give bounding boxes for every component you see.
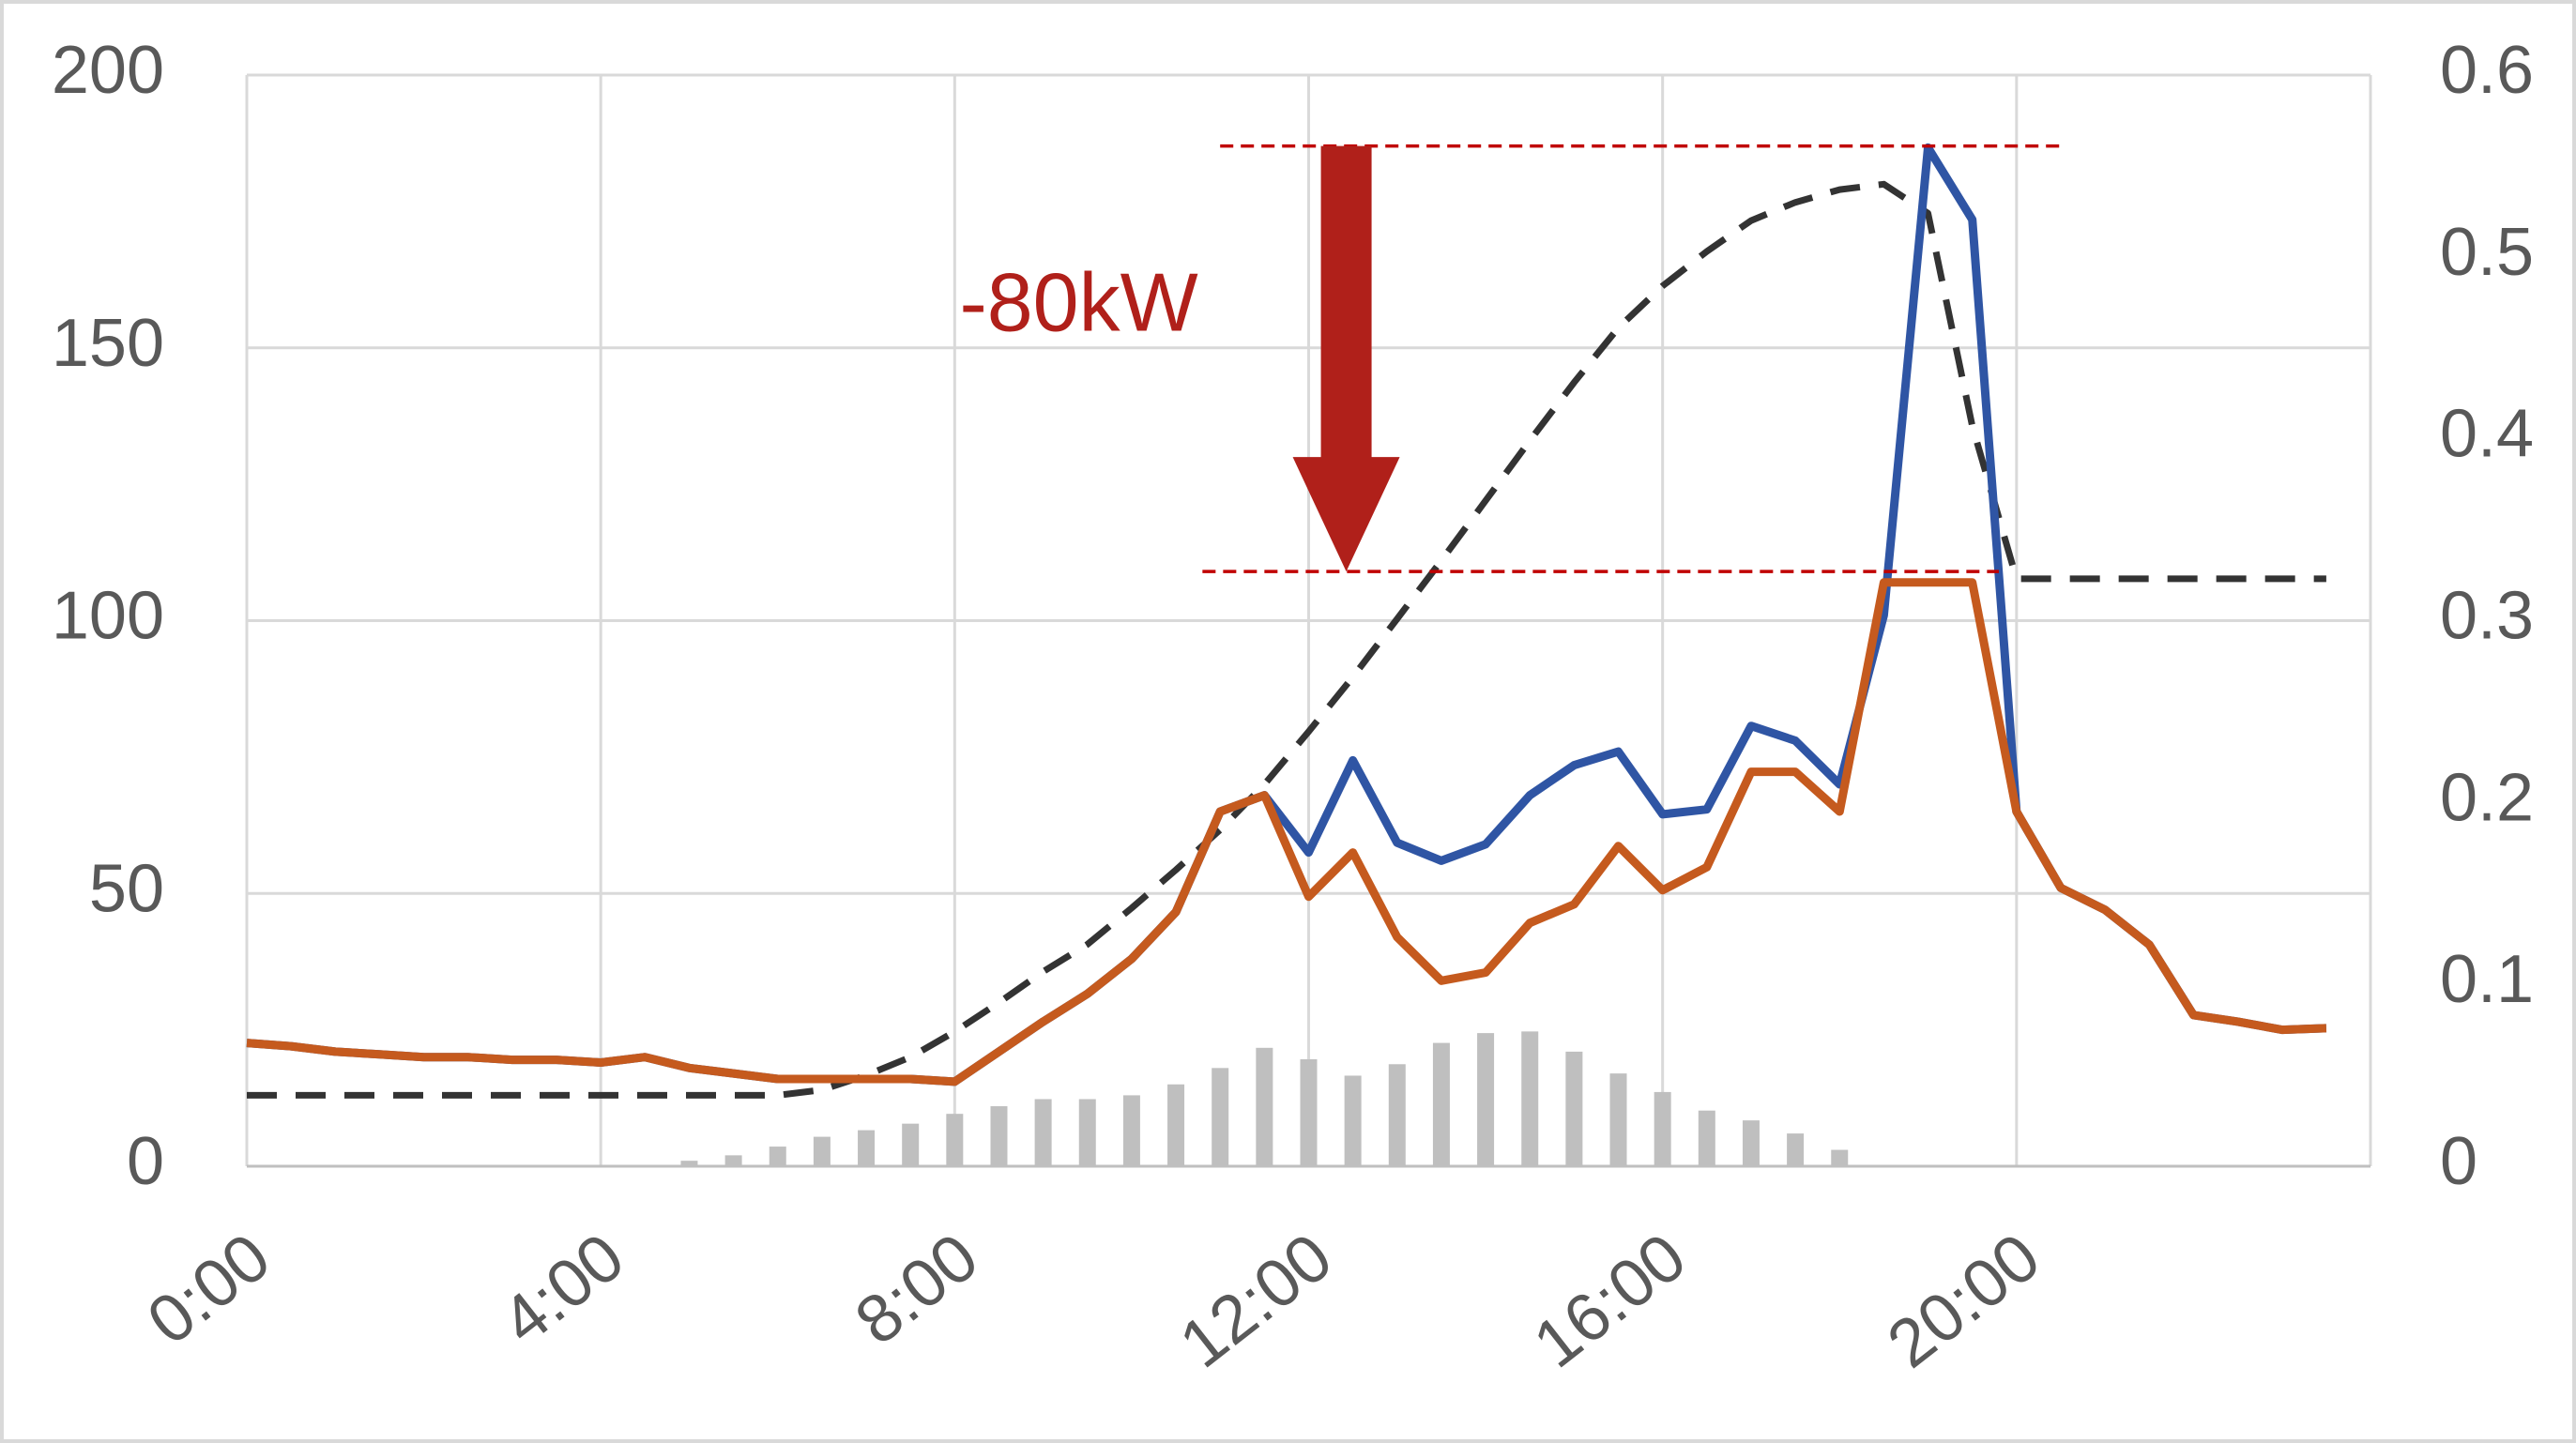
- bar: [1432, 1042, 1450, 1166]
- bar: [1388, 1064, 1406, 1166]
- y2-tick-label: 0.6: [2440, 33, 2534, 108]
- y2-tick-label: 0.1: [2440, 942, 2534, 1017]
- bar: [1300, 1059, 1318, 1166]
- y-tick-label: 200: [52, 33, 164, 108]
- y-tick-label: 0: [127, 1124, 164, 1199]
- y-tick-label: 100: [52, 579, 164, 654]
- y-tick-label: 50: [89, 851, 164, 926]
- y-tick-label: 150: [52, 306, 164, 381]
- bar: [1831, 1149, 1849, 1166]
- annotation: -80kW: [959, 255, 1197, 348]
- bar: [1787, 1133, 1805, 1166]
- bar: [858, 1130, 876, 1166]
- bar: [1654, 1091, 1671, 1166]
- y2-tick-label: 0.3: [2440, 579, 2534, 654]
- bar: [946, 1114, 964, 1166]
- arrow: [1292, 145, 1400, 572]
- bar: [1477, 1033, 1495, 1166]
- y2-tick-label: 0.2: [2440, 760, 2534, 835]
- bar: [724, 1155, 742, 1166]
- bar: [1122, 1095, 1140, 1166]
- bar: [1167, 1084, 1185, 1166]
- bar: [1078, 1099, 1096, 1166]
- bar: [1034, 1099, 1052, 1166]
- bar: [1609, 1073, 1627, 1166]
- bar: [1521, 1031, 1539, 1166]
- bar: [1344, 1075, 1362, 1166]
- dashed-line: [247, 180, 2326, 1099]
- y2-tick-label: 0.5: [2440, 215, 2534, 290]
- y2-tick-label: 0.4: [2440, 397, 2534, 472]
- bar: [813, 1136, 831, 1166]
- bar: [680, 1161, 698, 1166]
- bar: [1698, 1110, 1715, 1166]
- line: [246, 578, 2327, 1086]
- bar: [902, 1123, 920, 1166]
- bar: [1256, 1047, 1273, 1166]
- bar: [1565, 1051, 1583, 1166]
- y2-tick-label: 0: [2440, 1124, 2477, 1199]
- bar: [769, 1147, 786, 1166]
- bar: [990, 1106, 1008, 1166]
- bar: [1742, 1120, 1760, 1166]
- bar: [1212, 1068, 1229, 1166]
